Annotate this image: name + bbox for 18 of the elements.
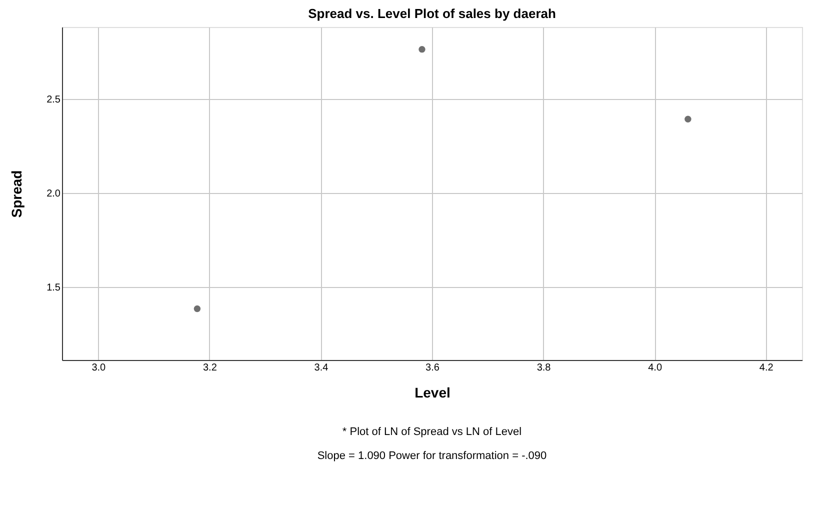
x-tick-label: 4.0 xyxy=(648,362,662,374)
x-tick-label: 3.8 xyxy=(536,362,552,374)
y-tick-label: 2.5 xyxy=(46,94,61,106)
x-tick-label: 3.0 xyxy=(92,362,106,374)
x-axis-title: Level xyxy=(414,384,450,400)
point xyxy=(194,305,201,312)
point xyxy=(684,116,692,122)
chart-title: Spread vs. Level Plot of sales by daerah xyxy=(308,6,556,21)
x-tick-label: 3.6 xyxy=(426,362,440,374)
text: * Plot of LN of Spread vs LN of Level xyxy=(342,426,522,438)
text: Slope = 1.090 Power for transformation = -.090 xyxy=(317,450,547,462)
y-tick-label: 1.5 xyxy=(46,282,61,294)
x-tick-label: 3.2 xyxy=(202,362,218,374)
y-axis-title: Spread xyxy=(8,170,25,218)
point xyxy=(418,46,426,53)
x-tick-label: 3.4 xyxy=(314,362,329,374)
y-tick-label: 2.0 xyxy=(46,188,61,200)
x-tick-label: 4.2 xyxy=(759,362,774,374)
